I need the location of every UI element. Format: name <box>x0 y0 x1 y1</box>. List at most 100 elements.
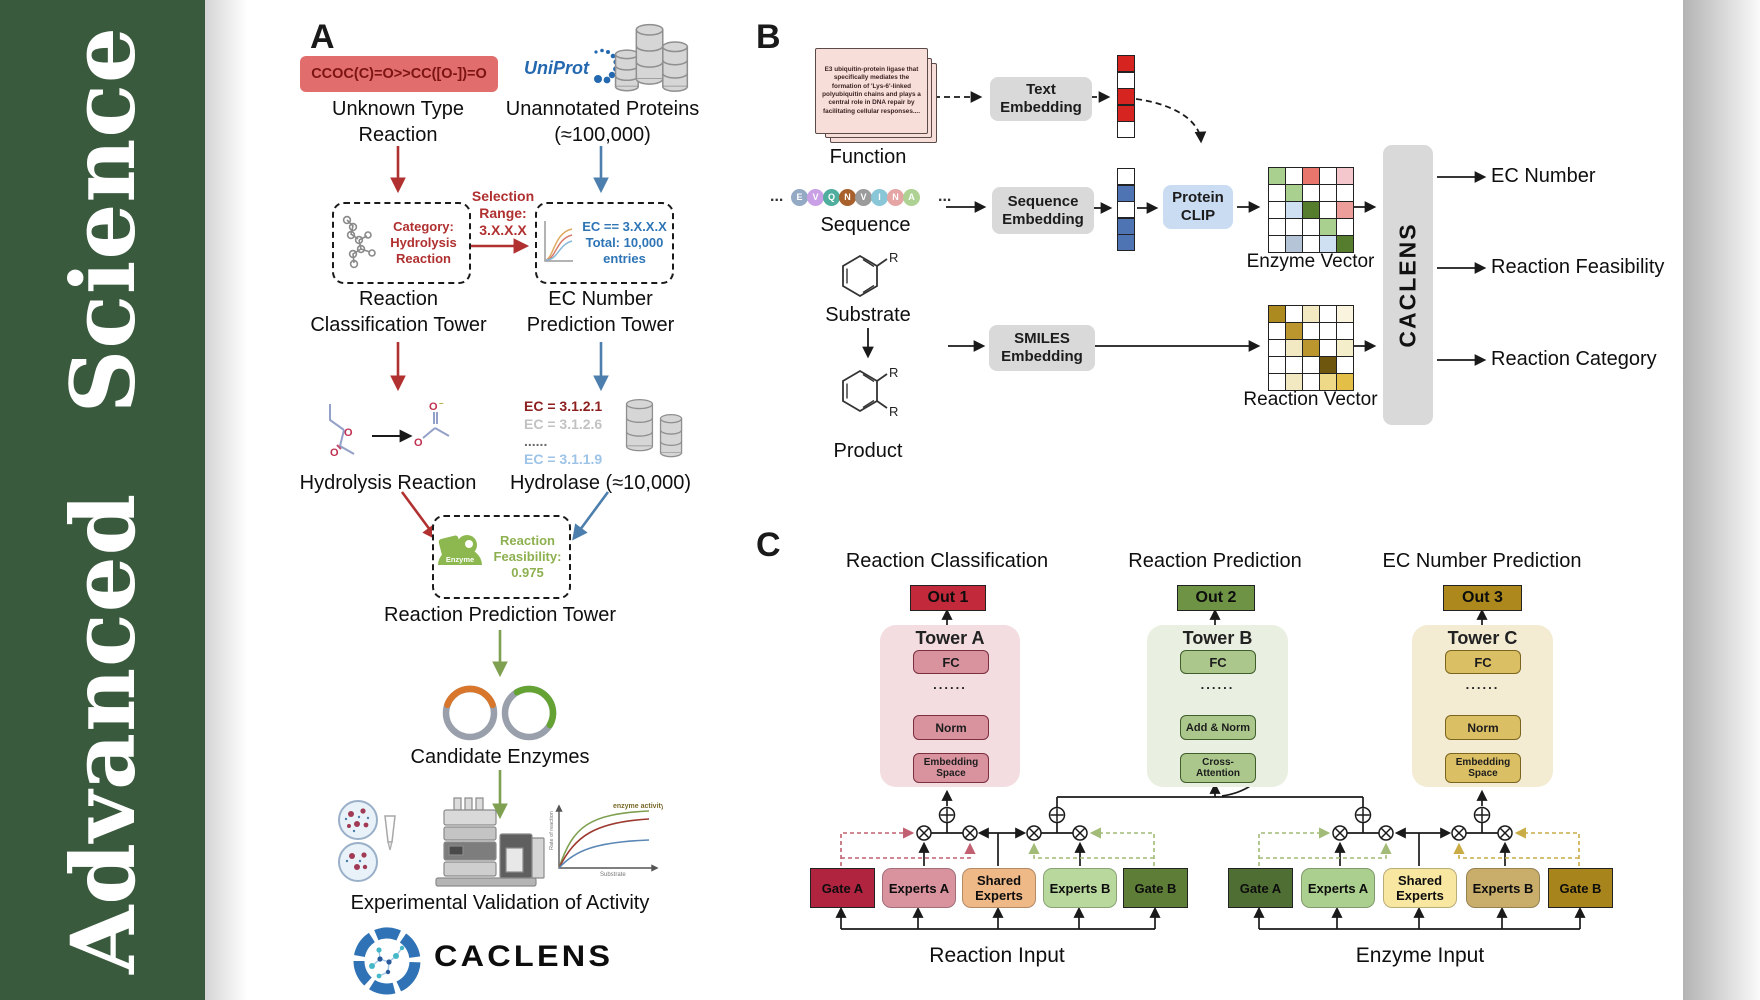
smiles-embedding-box: SMILES Embedding <box>989 325 1095 371</box>
sequence-ellipsis: ... <box>938 188 952 205</box>
svg-text:O: O <box>330 447 339 459</box>
tower-b-fc-box: FC <box>1180 650 1256 674</box>
ec-tower-label: EC Number Prediction Tower <box>526 288 675 336</box>
tower-c-title: Tower C <box>1447 628 1518 648</box>
heading-ec-number-prediction: EC Number Prediction <box>1382 550 1582 572</box>
rate-axis-label: Rate of reaction <box>549 811 555 850</box>
reaction-gate-b-box: Gate B <box>1123 868 1188 908</box>
enzyme-vector-label: Enzyme Vector <box>1246 251 1375 272</box>
enzyme-experts-a-box: Experts A <box>1301 868 1375 908</box>
prediction-tower-label: Reaction Prediction Tower <box>384 604 616 626</box>
heading-reaction-prediction: Reaction Prediction <box>1128 550 1302 572</box>
substrate-axis-label: Substrate <box>600 872 626 878</box>
multiply-nodes <box>916 825 1513 841</box>
journal-sidebar: Advanced Science <box>0 0 205 1000</box>
petri-dish-icon <box>338 800 396 882</box>
tower-b-title: Tower B <box>1182 628 1253 648</box>
tower-c-embedding-box: Embedding Space <box>1445 753 1521 783</box>
heading-reaction-classification: Reaction Classification <box>845 550 1049 572</box>
sequence-embedding-box: Sequence Embedding <box>992 187 1094 234</box>
molecule-icon <box>342 215 376 269</box>
reaction-experts-a-box: Experts A <box>882 868 956 908</box>
enzyme-activity-label: enzyme activity <box>613 803 663 810</box>
out-3-box: Out 3 <box>1443 585 1522 611</box>
plasmids-icon <box>442 685 557 741</box>
smiles-text: CCOC(C)=O>>CC([O-])=O <box>311 66 487 82</box>
tower-c-dots: ...... <box>1465 677 1500 692</box>
tower-a: Tower A FC ...... Norm Embedding Space <box>880 625 1020 787</box>
enzyme-input-label: Enzyme Input <box>1355 944 1485 967</box>
reaction-vector-grid <box>1268 305 1354 391</box>
page-curl-shadow <box>1683 0 1760 1000</box>
candidate-enzymes-label: Candidate Enzymes <box>410 746 590 768</box>
tower-b-add-norm-box: Add & Norm <box>1180 715 1256 740</box>
tower-b: Tower B FC ...... Add & Norm Cross-Atten… <box>1147 625 1288 787</box>
enzyme-vector-grid <box>1268 167 1354 253</box>
ec-item: EC = 3.1.2.1 <box>524 398 603 414</box>
sequence-ellipsis: ... <box>770 188 784 205</box>
tower-b-cross-attention-box: Cross-Attention <box>1180 753 1256 783</box>
hydrolysis-molecules-icon: O O O – O <box>329 399 450 459</box>
reaction-feasibility-box: Enzyme Reaction Feasibility: 0.975 <box>432 515 571 599</box>
ec-item: EC = 3.1.1.9 <box>524 450 603 467</box>
curves-icon <box>543 221 573 262</box>
plus-nodes <box>938 806 1491 824</box>
caclens-logo-icon <box>353 927 421 995</box>
database-icon <box>625 398 683 458</box>
product-molecule-icon: R R <box>842 365 898 419</box>
reaction-experts-b-box: Experts B <box>1043 868 1117 908</box>
out-1-box: Out 1 <box>910 585 986 611</box>
enzyme-shared-experts-box: Shared Experts <box>1383 868 1457 908</box>
product-label: Product <box>833 440 903 462</box>
caclens-module-label: CACLENS <box>1394 222 1421 348</box>
substrate-label: Substrate <box>825 304 911 326</box>
svg-text:O: O <box>414 437 423 449</box>
substituent-label: R <box>889 365 898 380</box>
tower-c: Tower C FC ...... Norm Embedding Space <box>1412 625 1553 787</box>
ec-total-text: EC == 3.X.X.X Total: 10,000 entries <box>582 219 667 266</box>
substituent-label: R <box>889 404 898 419</box>
ec-candidates-list: EC = 3.1.2.1 EC = 3.1.2.6 ...... EC = 3.… <box>524 398 602 468</box>
function-card-text: E3 ubiquitin-protein ligase that specifi… <box>815 48 928 134</box>
unknown-reaction-label: Unknown Type Reaction <box>332 98 464 146</box>
unannotated-proteins-label: Unannotated Proteins (≈100,000) <box>505 98 700 146</box>
caclens-module-box: CACLENS <box>1383 145 1433 425</box>
output-reaction-feasibility: Reaction Feasibility <box>1491 256 1665 278</box>
database-icon <box>614 23 689 92</box>
sequence-embedding-vector <box>1117 168 1135 251</box>
text-embedding-box: Text Embedding <box>990 77 1092 121</box>
reaction-vector-label: Reaction Vector <box>1243 389 1378 410</box>
output-reaction-category: Reaction Category <box>1491 348 1657 370</box>
enzyme-icon: Enzyme <box>437 535 482 565</box>
ec-item: ...... <box>524 433 548 449</box>
hplc-instrument-icon <box>435 797 545 887</box>
reaction-classification-box: Category: Hydrolysis Reaction <box>332 202 471 284</box>
out-2-box: Out 2 <box>1177 585 1255 611</box>
feasibility-text: Reaction Feasibility: 0.975 <box>493 533 562 580</box>
panel-c-label: C <box>756 526 781 564</box>
function-label: Function <box>829 146 907 168</box>
page-left-shadow <box>205 0 247 1000</box>
tower-a-fc-box: FC <box>913 650 989 674</box>
hydrolase-label: Hydrolase (≈10,000) <box>509 472 692 494</box>
caclens-wordmark: CACLENS <box>434 940 614 973</box>
protein-clip-box: Protein CLIP <box>1163 185 1233 229</box>
tower-a-title: Tower A <box>915 628 985 648</box>
enzyme-gate-a-box: Gate A <box>1228 868 1293 908</box>
ec-item: EC = 3.1.2.6 <box>524 415 603 432</box>
reaction-gate-a-box: Gate A <box>810 868 875 908</box>
sequence-label: Sequence <box>820 214 911 236</box>
function-cards: E3 ubiquitin-protein ligase that specifi… <box>815 48 937 143</box>
output-ec-number: EC Number <box>1491 165 1596 187</box>
category-text: Category: Hydrolysis Reaction <box>390 219 457 266</box>
text-embedding-vector <box>1117 55 1135 138</box>
tower-a-embedding-box: Embedding Space <box>913 753 989 783</box>
ec-number-box: EC == 3.X.X.X Total: 10,000 entries <box>535 202 674 284</box>
enzyme-gate-b-box: Gate B <box>1548 868 1613 908</box>
journal-title: Advanced Science <box>50 26 155 974</box>
svg-text:–: – <box>439 399 444 408</box>
reaction-shared-experts-box: Shared Experts <box>962 868 1036 908</box>
panel-a-label: A <box>310 18 335 56</box>
